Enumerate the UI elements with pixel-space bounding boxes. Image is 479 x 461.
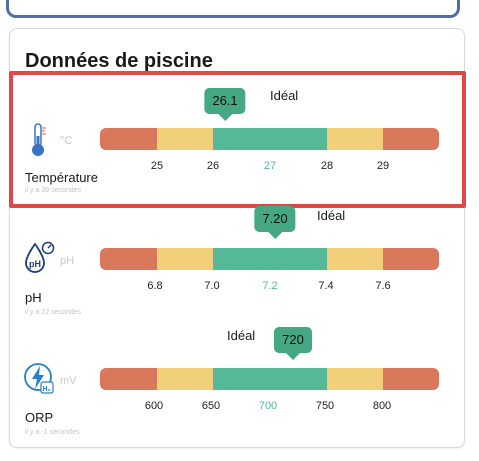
ph-drop-icon: pH (25, 241, 55, 273)
range-low-yellow (157, 248, 213, 270)
thermometer-icon (32, 123, 46, 156)
unit-label: mV (60, 375, 77, 387)
ideal-tick-label: 700 (258, 400, 278, 412)
value-badge: 720 (274, 327, 312, 360)
tick-label: 7.0 (204, 280, 220, 292)
svg-text:pH: pH (29, 259, 41, 269)
svg-text:H₂: H₂ (43, 386, 51, 393)
orp-row[interactable]: H₂ mV Idéal 720 600 650 700 750 800 ORP … (0, 320, 479, 440)
value-badge: 26.1 (204, 88, 246, 121)
tick-label: 6.8 (147, 280, 163, 292)
last-update-text: il y a -1 secondes (25, 429, 80, 436)
range-ideal-green (213, 128, 327, 150)
range-bar (100, 248, 439, 270)
ph-row[interactable]: pH pH Idéal 7.20 6.8 7.0 7.2 7.4 7.6 pH … (0, 200, 479, 320)
tick-label: 28 (320, 160, 334, 172)
metric-name: Température (25, 170, 98, 185)
status-label: Idéal (317, 208, 346, 223)
tick-label: 650 (201, 400, 221, 412)
range-bar (100, 368, 439, 390)
range-high-yellow (327, 368, 383, 390)
range-low-red (100, 128, 157, 150)
range-high-red (383, 248, 439, 270)
ideal-tick-label: 7.2 (262, 280, 278, 292)
unit-label: °C (60, 135, 73, 147)
metric-name: pH (25, 290, 42, 305)
range-high-red (383, 368, 439, 390)
temperature-row[interactable]: °C Idéal 26.1 25 26 27 28 29 Température… (0, 80, 479, 200)
last-update-text: il y a 22 secondes (25, 309, 82, 316)
tick-label: 600 (144, 400, 164, 412)
tick-label: 26 (206, 160, 220, 172)
range-ideal-green (213, 248, 327, 270)
value-badge: 7.20 (254, 206, 296, 239)
range-low-yellow (157, 368, 213, 390)
range-high-yellow (327, 128, 383, 150)
tick-label: 800 (372, 400, 392, 412)
range-high-yellow (327, 248, 383, 270)
section-title: Données de piscine (25, 50, 213, 72)
ideal-tick-label: 27 (263, 160, 277, 172)
status-label: Idéal (227, 328, 256, 343)
tick-label: 750 (315, 400, 335, 412)
range-low-yellow (157, 128, 213, 150)
tick-label: 29 (376, 160, 390, 172)
unit-label: pH (60, 255, 75, 267)
range-low-red (100, 368, 157, 390)
last-update-text: il y a 39 secondes (25, 187, 82, 194)
top-card-frame (6, 0, 460, 18)
status-label: Idéal (270, 88, 299, 103)
tick-label: 7.4 (318, 280, 334, 292)
orp-bolt-icon: H₂ (24, 363, 54, 394)
range-high-red (383, 128, 439, 150)
range-low-red (100, 248, 157, 270)
metric-name: ORP (25, 410, 54, 425)
range-ideal-green (213, 368, 327, 390)
range-bar (100, 128, 439, 150)
selection-highlight (9, 71, 466, 208)
tick-label: 25 (150, 160, 164, 172)
tick-label: 7.6 (375, 280, 391, 292)
